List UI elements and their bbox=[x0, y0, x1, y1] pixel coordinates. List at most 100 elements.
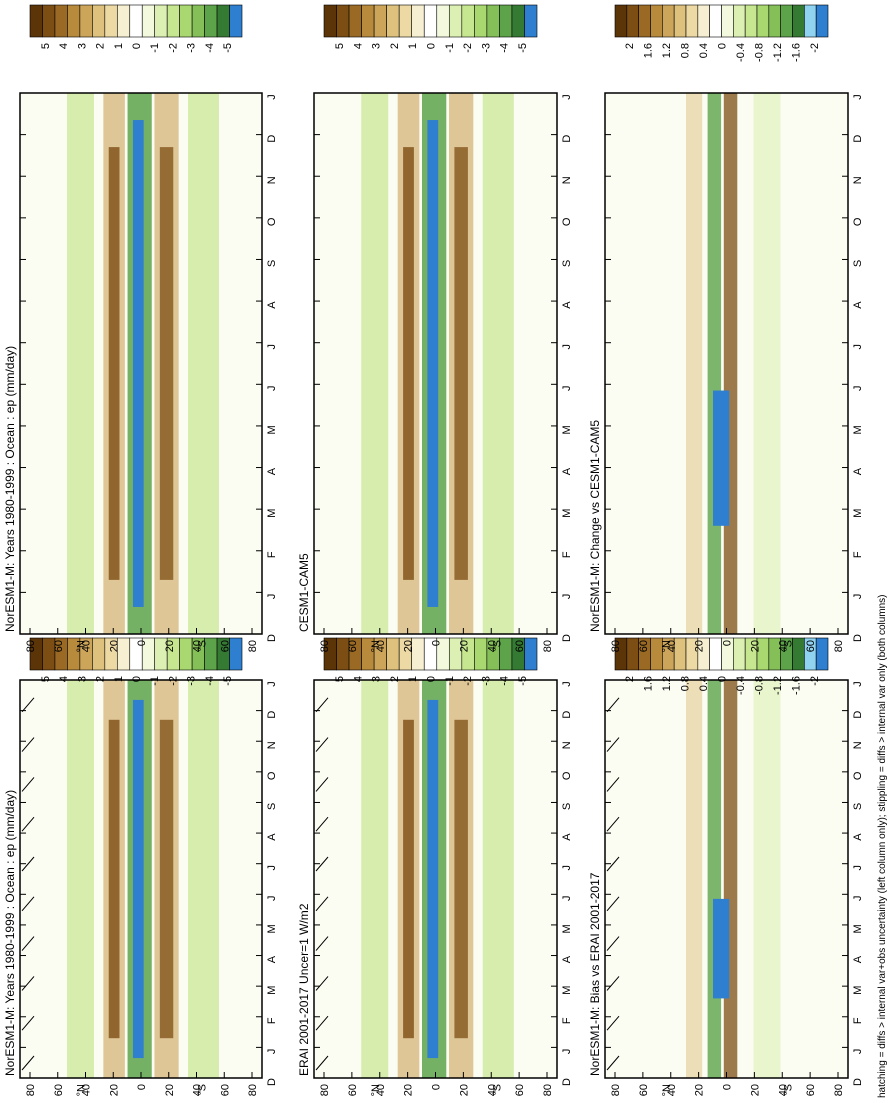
colorbar-swatch bbox=[348, 4, 362, 38]
month-tick-label: F bbox=[266, 551, 278, 558]
lat-tick-label: 80 bbox=[319, 640, 331, 652]
lat-tick-label: 80 bbox=[542, 1084, 554, 1096]
colorbar-swatch bbox=[499, 4, 513, 38]
colorbar-tick-label: 3 bbox=[76, 676, 88, 682]
colorbar-tick-label: -2 bbox=[462, 43, 474, 53]
colorbar-tick-label: -2 bbox=[809, 676, 821, 686]
colorbar-swatch bbox=[191, 4, 205, 38]
colorbar-swatch bbox=[511, 4, 525, 38]
colorbar-swatch bbox=[179, 637, 193, 671]
lat-tick-label: 40 bbox=[777, 640, 789, 652]
field-midlat-s bbox=[188, 93, 219, 634]
lat-tick-label: 40 bbox=[777, 1084, 789, 1096]
month-tick-label: D bbox=[266, 1078, 278, 1086]
field-itcz-core bbox=[427, 699, 439, 1059]
month-tick-label: J bbox=[852, 594, 864, 600]
colorbar-tick-label: -1.2 bbox=[772, 43, 784, 62]
diff-band-c bbox=[686, 93, 703, 634]
hatch-mark bbox=[606, 816, 620, 832]
lat-hemi-label: °N bbox=[661, 640, 673, 652]
month-tick-label: N bbox=[561, 176, 573, 184]
colorbar-swatch bbox=[486, 4, 500, 38]
hatch-mark bbox=[606, 737, 620, 752]
lat-tick-label: 40 bbox=[81, 1084, 93, 1096]
field-itcz-core bbox=[132, 699, 144, 1059]
colorbar-tick-label: -0.4 bbox=[735, 43, 747, 62]
month-tick-label: D bbox=[561, 135, 573, 143]
lat-tick-label: 40 bbox=[375, 1084, 387, 1096]
month-tick-label: D bbox=[561, 634, 573, 642]
hatch-mark bbox=[315, 976, 329, 991]
month-tick-label: J bbox=[852, 681, 864, 687]
month-tick-label: D bbox=[561, 711, 573, 719]
colorbar-swatch bbox=[116, 4, 131, 38]
colorbar-swatch bbox=[29, 4, 43, 38]
hatch-mark bbox=[606, 777, 620, 792]
lat-tick-label: 0 bbox=[136, 1084, 148, 1090]
colorbar-swatch bbox=[662, 4, 675, 38]
colorbar-swatch bbox=[104, 4, 118, 38]
colorbar-swatch bbox=[386, 4, 400, 38]
colorbar-swatch bbox=[386, 637, 400, 671]
month-tick-label: D bbox=[852, 1078, 864, 1086]
colorbar-swatch bbox=[216, 4, 230, 38]
field-core-20n bbox=[108, 719, 120, 1039]
colorbar-tick-label: 2 bbox=[95, 676, 107, 682]
diff-band-c bbox=[686, 680, 703, 1078]
lat-tick-label: 40 bbox=[192, 1084, 204, 1096]
colorbar-swatch bbox=[768, 4, 781, 38]
colorbar-swatch bbox=[67, 4, 81, 38]
field-midlat-n bbox=[67, 93, 94, 634]
lat-tick-label: 20 bbox=[458, 1084, 470, 1096]
hatch-mark bbox=[315, 936, 329, 951]
month-tick-label: J bbox=[266, 594, 278, 600]
colorbar-tick-label: 1.6 bbox=[643, 676, 655, 691]
diff-band-d bbox=[753, 93, 781, 634]
colorbar-tick-label: -0.4 bbox=[735, 676, 747, 695]
lat-tick-label: 20 bbox=[164, 1084, 176, 1096]
month-tick-label: F bbox=[561, 551, 573, 558]
hatch-mark bbox=[21, 936, 35, 951]
lat-tick-label: 20 bbox=[403, 640, 415, 652]
month-tick-label: M bbox=[561, 986, 573, 995]
hatch-mark bbox=[315, 737, 329, 752]
colorbar-tick-label: 1.2 bbox=[661, 676, 673, 691]
diff-band-b bbox=[723, 680, 738, 1078]
lat-hemi-label: °S bbox=[197, 1084, 209, 1096]
colorbar-swatch bbox=[323, 4, 337, 38]
colorbar-swatch bbox=[474, 4, 488, 38]
colorbar-tick-label: 0.8 bbox=[680, 43, 692, 58]
month-tick-label: F bbox=[561, 1017, 573, 1024]
colorbar-tick-label: 4 bbox=[352, 676, 364, 682]
lat-tick-label: 60 bbox=[347, 1084, 359, 1096]
colorbar-swatch bbox=[756, 4, 770, 38]
colorbar-tick-label: -3 bbox=[186, 43, 198, 53]
hatch-mark bbox=[315, 777, 329, 792]
lat-tick-label: 0 bbox=[431, 1084, 443, 1090]
month-tick-label: S bbox=[852, 803, 864, 810]
colorbar-swatch bbox=[398, 4, 413, 38]
lat-tick-label: 80 bbox=[25, 1084, 37, 1096]
colorbar-swatch bbox=[815, 637, 829, 671]
lat-tick-label: 80 bbox=[610, 1084, 622, 1096]
hatch-mark bbox=[606, 1015, 620, 1031]
colorbar-tick-label: -1 bbox=[444, 43, 456, 53]
hatch-mark bbox=[21, 1055, 35, 1071]
month-tick-label: J bbox=[852, 1049, 864, 1055]
hatch-mark bbox=[315, 697, 329, 713]
month-tick-label: A bbox=[266, 467, 278, 475]
colorbar-tick-label: 0.4 bbox=[698, 676, 710, 691]
colorbar-tick-label: -0.8 bbox=[753, 676, 765, 695]
month-tick-label: A bbox=[561, 955, 573, 963]
hatch-mark bbox=[21, 816, 35, 832]
colorbar-tick-label: 4 bbox=[58, 676, 70, 682]
colorbar-tick-label: -1.2 bbox=[772, 676, 784, 695]
lat-hemi-label: °N bbox=[370, 640, 382, 652]
lat-tick-label: 40 bbox=[666, 640, 678, 652]
panel-title: NorESM1-M: Years 1980-1999 : Ocean : ep … bbox=[3, 790, 17, 1076]
month-tick-label: A bbox=[852, 833, 864, 841]
colorbar-tick-label: 1 bbox=[407, 43, 419, 49]
lat-hemi-label: °S bbox=[491, 640, 503, 652]
